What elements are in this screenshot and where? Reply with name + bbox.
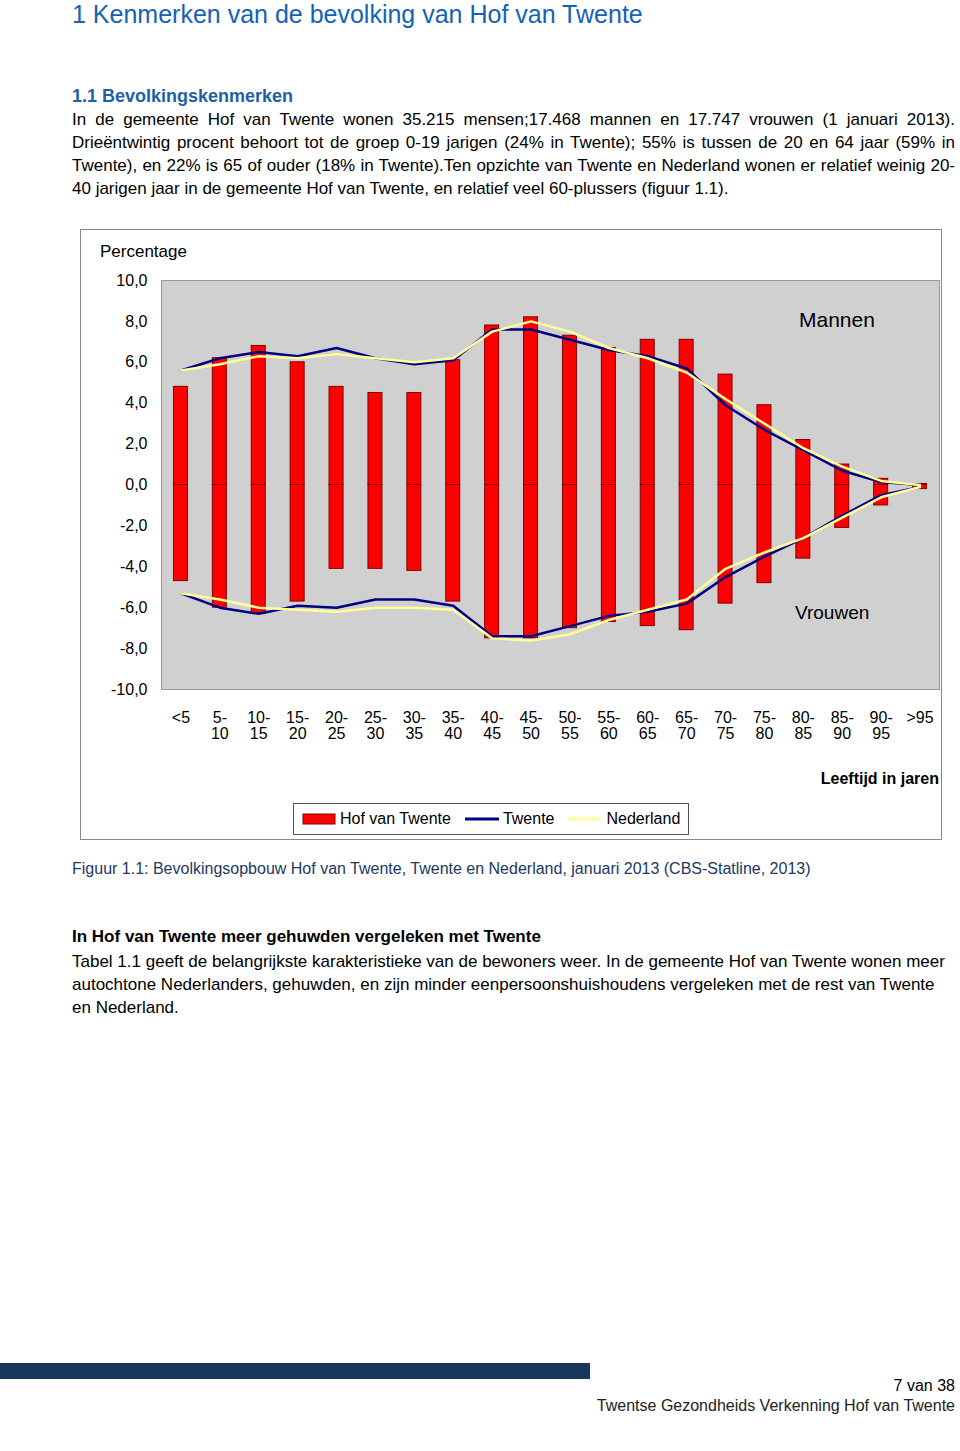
- html-text:7 van 38: 7 van 38: [893, 1377, 955, 1394]
- svg-text:8,0: 8,0: [125, 313, 147, 330]
- svg-text:-2,0: -2,0: [120, 517, 148, 534]
- svg-text:25-30: 25-30: [364, 709, 387, 742]
- html-text:Tabel 1.1 geeft de belangrijks: Tabel 1.1 geeft de belangrijkste karakte…: [72, 952, 945, 1017]
- svg-text:80-85: 80-85: [792, 709, 815, 742]
- svg-text:15-20: 15-20: [286, 709, 309, 742]
- svg-text:20-25: 20-25: [325, 709, 348, 742]
- html-text:Mannen: Mannen: [799, 308, 875, 331]
- html-text:In de gemeente Hof van Twente: In de gemeente Hof van Twente wonen 35.2…: [72, 110, 955, 198]
- svg-text:-8,0: -8,0: [120, 640, 148, 657]
- html-text:Twentse Gezondheids Verkenning: Twentse Gezondheids Verkenning Hof van T…: [596, 1397, 955, 1414]
- svg-text:75-80: 75-80: [753, 709, 776, 742]
- html-text:Figuur 1.1: Bevolkingsopbouw H: Figuur 1.1: Bevolkingsopbouw Hof van Twe…: [72, 860, 811, 877]
- html-text:Vrouwen: Vrouwen: [795, 602, 870, 623]
- html-text:Percentage: Percentage: [100, 242, 187, 261]
- svg-text:10-15: 10-15: [247, 709, 270, 742]
- svg-text:0,0: 0,0: [125, 476, 147, 493]
- svg-text:60-65: 60-65: [636, 709, 659, 742]
- svg-text:65-70: 65-70: [675, 709, 698, 742]
- svg-text:-4,0: -4,0: [120, 558, 148, 575]
- svg-text:85-90: 85-90: [831, 709, 854, 742]
- svg-text:10,0: 10,0: [116, 272, 147, 289]
- svg-text:-10,0: -10,0: [111, 681, 148, 698]
- svg-text:50-55: 50-55: [558, 709, 581, 742]
- html-text:Twente: Twente: [502, 810, 555, 827]
- svg-text:2,0: 2,0: [125, 435, 147, 452]
- svg-text:90-95: 90-95: [870, 709, 893, 742]
- html-text:Hof van Twente: Hof van Twente: [340, 810, 451, 827]
- svg-text:5-10: 5-10: [211, 709, 229, 742]
- svg-text:<5: <5: [172, 709, 190, 726]
- svg-text:45-50: 45-50: [519, 709, 542, 742]
- svg-text:-6,0: -6,0: [120, 599, 148, 616]
- svg-text:35-40: 35-40: [442, 709, 465, 742]
- svg-text:30-35: 30-35: [403, 709, 426, 742]
- html-text:Leeftijd in jaren: Leeftijd in jaren: [820, 770, 939, 787]
- html-text:1.1 Bevolkingskenmerken: 1.1 Bevolkingskenmerken: [72, 86, 294, 106]
- svg-text:6,0: 6,0: [125, 353, 147, 370]
- svg-text:70-75: 70-75: [714, 709, 737, 742]
- html-text:1 Kenmerken van de bevolking v: 1 Kenmerken van de bevolking van Hof van…: [72, 0, 643, 28]
- svg-text:55-60: 55-60: [597, 709, 620, 742]
- svg-text:40-45: 40-45: [481, 709, 504, 742]
- html-text:Nederland: Nederland: [606, 810, 681, 827]
- svg-text:4,0: 4,0: [125, 394, 147, 411]
- svg-text:>95: >95: [906, 709, 933, 726]
- html-text:In Hof van Twente meer gehuwde: In Hof van Twente meer gehuwden vergelek…: [72, 927, 541, 946]
